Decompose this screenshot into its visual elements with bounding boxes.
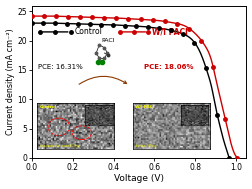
Text: Control: Control — [75, 27, 103, 36]
Y-axis label: Current density (mA cm⁻²): Current density (mA cm⁻²) — [6, 28, 15, 135]
Text: PACl: PACl — [102, 38, 115, 43]
Text: PCE: 18.06%: PCE: 18.06% — [144, 64, 194, 70]
X-axis label: Voltage (V): Voltage (V) — [114, 174, 164, 184]
FancyArrowPatch shape — [79, 76, 127, 84]
Text: W/I PACl: W/I PACl — [152, 27, 188, 36]
Text: PCE: 16.31%: PCE: 16.31% — [38, 64, 83, 70]
